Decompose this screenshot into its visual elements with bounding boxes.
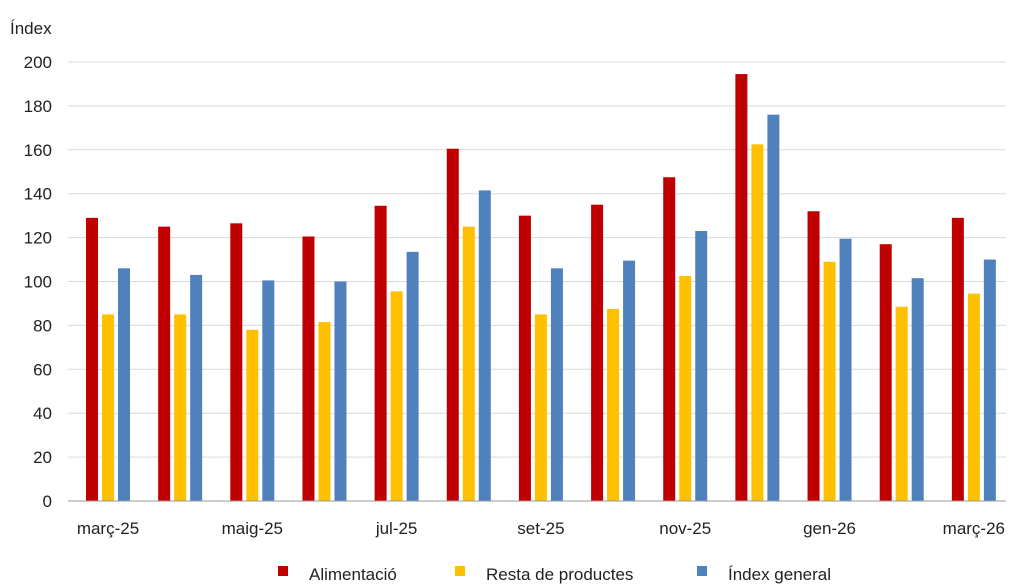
y-axis-title: Índex xyxy=(10,19,52,38)
bar xyxy=(318,322,331,501)
bar xyxy=(550,268,563,501)
legend-label: Alimentació xyxy=(309,565,397,584)
bar xyxy=(190,274,203,501)
bar xyxy=(895,306,908,501)
y-tick-label: 0 xyxy=(43,492,52,511)
x-tick-label: gen-26 xyxy=(803,519,856,538)
bar xyxy=(230,223,243,501)
bar xyxy=(751,144,764,501)
bar xyxy=(767,114,780,502)
bar xyxy=(679,276,692,501)
y-tick-label: 160 xyxy=(24,141,52,160)
bar xyxy=(246,329,259,501)
bar xyxy=(406,251,419,501)
bar xyxy=(591,204,604,502)
bar xyxy=(823,261,836,501)
bar xyxy=(807,211,820,501)
bar xyxy=(695,231,708,501)
legend-label: Índex general xyxy=(728,565,831,584)
bar xyxy=(518,215,531,501)
bar xyxy=(262,280,275,501)
bar xyxy=(462,226,475,501)
y-tick-label: 60 xyxy=(33,360,52,379)
y-tick-label: 80 xyxy=(33,316,52,335)
x-tick-label: març-25 xyxy=(77,519,139,538)
bar xyxy=(911,278,924,501)
legend-label: Resta de productes xyxy=(486,565,633,584)
legend-swatch xyxy=(278,566,288,576)
bars xyxy=(86,74,996,502)
legend: Alimentació Resta de productes Índex gener… xyxy=(278,565,831,584)
y-tick-label: 20 xyxy=(33,448,52,467)
x-tick-label: nov-25 xyxy=(659,519,711,538)
legend-swatch xyxy=(697,566,707,576)
y-tick-label: 100 xyxy=(24,273,52,292)
bar xyxy=(102,314,114,501)
bar xyxy=(334,281,347,501)
bar xyxy=(663,177,676,502)
x-tick-label: març-26 xyxy=(943,519,1005,538)
bar xyxy=(478,190,491,501)
bar xyxy=(839,238,852,501)
bar xyxy=(534,314,547,501)
x-tick-label: jul-25 xyxy=(375,519,418,538)
bar xyxy=(623,260,636,501)
bar xyxy=(983,259,996,501)
y-tick-label: 140 xyxy=(24,185,52,204)
x-tick-label: set-25 xyxy=(517,519,564,538)
gridlines xyxy=(68,61,1006,458)
y-tick-label: 200 xyxy=(24,53,52,72)
bar xyxy=(86,217,98,501)
bar xyxy=(879,244,892,501)
legend-swatch xyxy=(455,566,465,576)
bar xyxy=(967,293,980,501)
x-tick-label: maig-25 xyxy=(222,519,283,538)
y-axis-ticks: 0 20 40 60 80 100 120 140 160 180 200 xyxy=(24,53,52,511)
bar xyxy=(174,314,187,501)
bar xyxy=(158,226,171,501)
bar xyxy=(735,74,748,501)
y-tick-label: 40 xyxy=(33,404,52,423)
bar xyxy=(390,291,403,501)
bar xyxy=(607,308,620,501)
y-tick-label: 180 xyxy=(24,97,52,116)
bar xyxy=(951,217,964,501)
x-axis-ticks: març-25 maig-25 jul-25 set-25 nov-25 gen-26 ma… xyxy=(77,519,1005,538)
y-tick-label: 120 xyxy=(24,229,52,248)
bar xyxy=(118,268,130,501)
bar xyxy=(374,205,387,501)
bar xyxy=(302,236,315,501)
bar xyxy=(446,148,459,501)
